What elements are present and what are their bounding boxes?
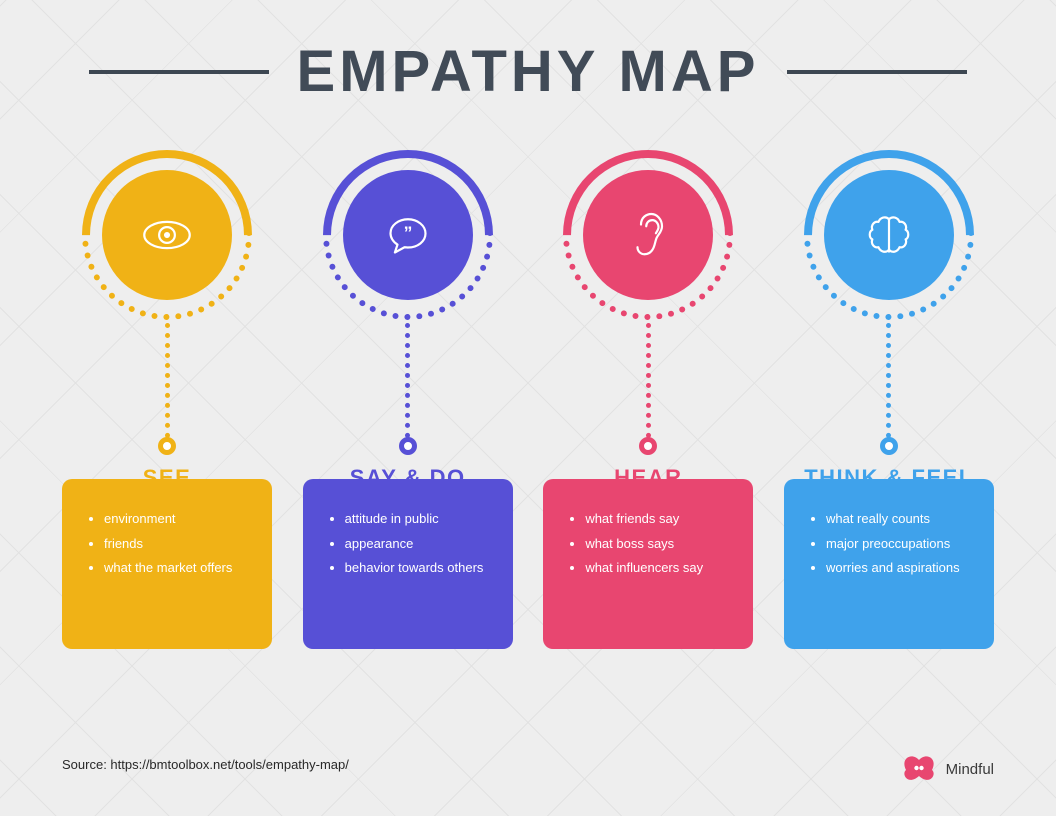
circle-say: ”	[343, 170, 473, 300]
circle-wrap-see	[77, 145, 257, 325]
ring-say	[399, 437, 417, 455]
eye-icon	[139, 207, 195, 263]
card-see: environment friends what the market offe…	[62, 479, 272, 649]
list-item: what boss says	[585, 532, 735, 557]
card-say: attitude in public appearance behavior t…	[303, 479, 513, 649]
circle-see	[102, 170, 232, 300]
ring-hear	[639, 437, 657, 455]
page-title: EMPATHY MAP	[297, 38, 760, 105]
list-item: attitude in public	[345, 507, 495, 532]
list-item: major preoccupations	[826, 532, 976, 557]
header-rule-left	[89, 70, 269, 74]
circle-wrap-say: ”	[318, 145, 498, 325]
svg-text:”: ”	[403, 223, 412, 243]
ear-icon	[620, 207, 676, 263]
circle-hear	[583, 170, 713, 300]
list-item: appearance	[345, 532, 495, 557]
brand: Mindful	[902, 754, 994, 784]
ring-think	[880, 437, 898, 455]
stem-say	[405, 323, 410, 438]
card-hear: what friends say what boss says what inf…	[543, 479, 753, 649]
stem-see	[165, 323, 170, 438]
stem-think	[886, 323, 891, 438]
list-item: behavior towards others	[345, 556, 495, 581]
brand-name: Mindful	[946, 761, 994, 778]
circle-wrap-hear	[558, 145, 738, 325]
ring-see	[158, 437, 176, 455]
brain-icon	[861, 207, 917, 263]
col-think: THINK & FEEL what really counts major pr…	[784, 145, 994, 649]
list-item: what friends say	[585, 507, 735, 532]
columns-container: SEE environment friends what the market …	[0, 105, 1056, 649]
col-see: SEE environment friends what the market …	[62, 145, 272, 649]
list-hear: what friends say what boss says what inf…	[571, 507, 735, 581]
list-item: worries and aspirations	[826, 556, 976, 581]
circle-wrap-think	[799, 145, 979, 325]
list-say: attitude in public appearance behavior t…	[331, 507, 495, 581]
source-text: Source: https://bmtoolbox.net/tools/empa…	[62, 757, 349, 772]
card-think: what really counts major preoccupations …	[784, 479, 994, 649]
col-hear: HEAR what friends say what boss says wha…	[543, 145, 753, 649]
list-item: what really counts	[826, 507, 976, 532]
list-item: friends	[104, 532, 254, 557]
stem-hear	[646, 323, 651, 438]
list-item: what influencers say	[585, 556, 735, 581]
circle-think	[824, 170, 954, 300]
col-say: ” SAY & DO attitude in public appearance…	[303, 145, 513, 649]
speech-icon: ”	[380, 207, 436, 263]
list-item: what the market offers	[104, 556, 254, 581]
list-see: environment friends what the market offe…	[90, 507, 254, 581]
list-think: what really counts major preoccupations …	[812, 507, 976, 581]
header-rule-right	[787, 70, 967, 74]
butterfly-icon	[902, 754, 936, 784]
list-item: environment	[104, 507, 254, 532]
header: EMPATHY MAP	[0, 0, 1056, 105]
